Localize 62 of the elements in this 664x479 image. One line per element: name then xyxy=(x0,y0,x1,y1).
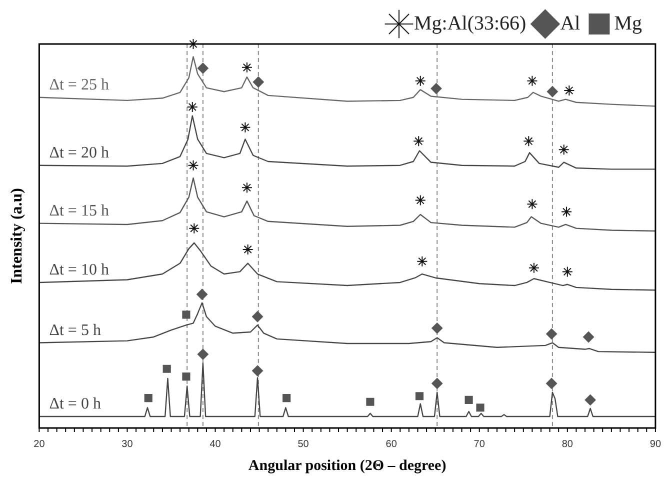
point xyxy=(252,76,264,88)
point xyxy=(562,266,573,278)
point xyxy=(430,83,442,94)
point xyxy=(188,160,199,171)
point xyxy=(546,328,558,340)
point xyxy=(197,62,208,74)
x-tick-label: 40 xyxy=(210,438,222,450)
point xyxy=(188,38,199,50)
point xyxy=(196,288,208,300)
point xyxy=(413,136,424,147)
point xyxy=(186,101,198,112)
x-tick-label: 30 xyxy=(122,438,134,450)
point xyxy=(242,244,254,255)
point xyxy=(282,394,291,402)
point xyxy=(558,144,570,156)
legend-label: Al xyxy=(560,12,581,34)
series-label: Δt = 10 h xyxy=(49,262,109,279)
point xyxy=(464,396,473,404)
point xyxy=(561,206,572,218)
point xyxy=(564,84,575,96)
point xyxy=(241,62,252,73)
point xyxy=(416,256,428,267)
x-axis-title: Angular position (2Θ – degree) xyxy=(248,458,446,474)
y-axis-title: Intensity (a.u) xyxy=(8,188,26,284)
point xyxy=(366,398,374,406)
point xyxy=(415,392,424,400)
legend-label: Mg xyxy=(614,12,642,34)
point xyxy=(188,222,200,234)
x-tick-label: 70 xyxy=(474,438,486,450)
point xyxy=(528,262,540,274)
point xyxy=(523,136,534,147)
x-tick-label: 90 xyxy=(650,438,662,450)
point xyxy=(240,122,251,133)
series-label: Δt = 25 h xyxy=(49,76,109,94)
point xyxy=(144,394,152,402)
point xyxy=(182,372,190,381)
point xyxy=(432,378,443,389)
point xyxy=(546,86,558,98)
point xyxy=(526,75,538,86)
point xyxy=(162,364,171,373)
series-label: Δt = 15 h xyxy=(49,202,109,220)
series-label: Δt = 20 h xyxy=(49,144,109,162)
point xyxy=(584,394,596,406)
series-label: Δt = 5 h xyxy=(49,322,101,339)
x-tick-label: 60 xyxy=(386,438,398,450)
point xyxy=(432,322,443,334)
point xyxy=(583,331,594,342)
point xyxy=(182,310,190,319)
point xyxy=(476,404,484,412)
point xyxy=(252,365,264,376)
point xyxy=(526,198,538,210)
point xyxy=(414,75,426,86)
point xyxy=(197,348,208,360)
point xyxy=(241,182,252,194)
legend-label: Mg:Al(33:66) xyxy=(414,12,526,34)
x-tick-label: 20 xyxy=(34,438,46,450)
series-label: Δt = 0 h xyxy=(49,396,101,413)
x-tick-label: 50 xyxy=(298,438,310,450)
point xyxy=(252,311,264,322)
point xyxy=(546,378,558,389)
x-tick-label: 80 xyxy=(562,438,574,450)
point xyxy=(414,194,426,206)
